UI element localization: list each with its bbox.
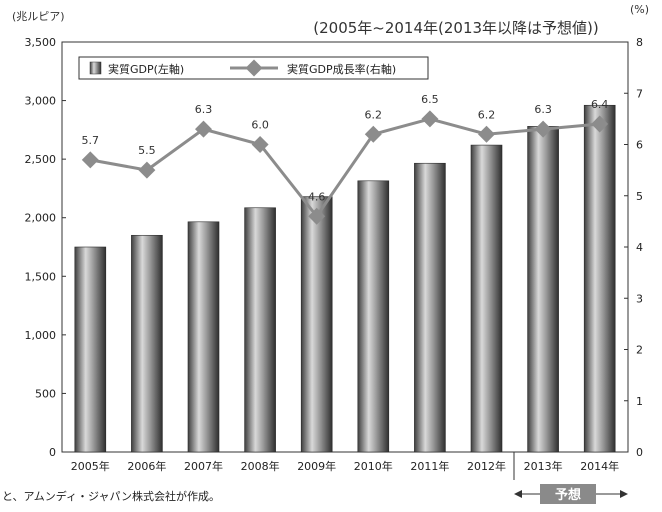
x-axis-ticks: 2005年 2006年 2007年 2008年 2009年 2010年 2011年 2012年… bbox=[71, 459, 619, 473]
line-marker bbox=[81, 151, 99, 169]
bar bbox=[244, 207, 276, 453]
right-tick-label: 3 bbox=[636, 292, 643, 305]
left-axis-unit: (兆ルピア) bbox=[12, 10, 65, 23]
line-data-label: 6.3 bbox=[195, 103, 213, 116]
bar bbox=[357, 180, 390, 453]
bar bbox=[527, 126, 559, 453]
bar bbox=[131, 234, 163, 453]
x-tick-label: 2005年 bbox=[71, 459, 110, 473]
x-tick-label: 2012年 bbox=[467, 459, 506, 473]
left-tick-label: 500 bbox=[35, 387, 56, 400]
x-tick-label: 2011年 bbox=[410, 459, 449, 473]
right-tick-label: 7 bbox=[636, 87, 643, 100]
right-tick-label: 0 bbox=[636, 446, 643, 459]
left-tick-label: 3,500 bbox=[25, 36, 57, 49]
left-tick-label: 1,000 bbox=[25, 329, 57, 342]
source-note: と、アムンディ・ジャパン株式会社が作成。 bbox=[2, 489, 220, 503]
line-marker bbox=[478, 125, 495, 143]
x-tick-label: 2014年 bbox=[580, 459, 619, 473]
line-data-label: 4.6 bbox=[308, 190, 326, 203]
bar bbox=[414, 162, 446, 453]
line-data-label: 6.4 bbox=[591, 98, 609, 111]
line-data-label: 6.0 bbox=[251, 119, 269, 132]
bar bbox=[470, 144, 503, 453]
line-series bbox=[81, 110, 609, 225]
line-data-label: 6.2 bbox=[478, 108, 496, 121]
line-data-label: 5.7 bbox=[82, 134, 100, 147]
bar bbox=[300, 196, 333, 453]
forecast-label: 予想 bbox=[555, 487, 581, 503]
line-marker bbox=[195, 120, 212, 138]
right-tick-label: 2 bbox=[636, 344, 643, 357]
line-marker bbox=[421, 110, 439, 128]
bar-series bbox=[74, 104, 616, 453]
x-tick-label: 2006年 bbox=[127, 459, 166, 473]
right-tick-label: 4 bbox=[636, 241, 643, 254]
left-axis-ticks: 0 500 1,000 1,500 2,000 2,500 3,000 3,500 bbox=[25, 36, 66, 459]
right-tick-label: 1 bbox=[636, 395, 643, 408]
right-tick-label: 8 bbox=[636, 36, 643, 49]
legend-line-label: 実質GDP成長率(右軸) bbox=[287, 62, 396, 76]
x-tick-label: 2008年 bbox=[241, 459, 280, 473]
line-data-label: 6.3 bbox=[534, 103, 552, 116]
right-tick-label: 5 bbox=[636, 190, 643, 203]
forecast-label-box bbox=[540, 484, 596, 504]
line-marker bbox=[308, 207, 326, 225]
line-marker bbox=[138, 161, 156, 179]
forecast-arrow-left bbox=[514, 490, 522, 498]
right-tick-label: 6 bbox=[636, 139, 643, 152]
x-tick-label: 2009年 bbox=[297, 459, 336, 473]
chart-subtitle: (2005年~2014年(2013年以降は予想値)) bbox=[313, 19, 599, 37]
left-tick-label: 1,500 bbox=[25, 270, 57, 283]
bar bbox=[187, 221, 220, 453]
line-data-label: 6.5 bbox=[421, 93, 439, 106]
bar bbox=[74, 246, 107, 453]
right-axis-unit: (%) bbox=[630, 3, 649, 16]
growth-rate-line bbox=[90, 117, 600, 219]
legend: 実質GDP(左軸) 実質GDP成長率(右軸) bbox=[78, 56, 429, 80]
forecast-bracket: 予想 bbox=[513, 452, 628, 504]
left-tick-label: 0 bbox=[49, 446, 56, 459]
line-data-label: 5.5 bbox=[138, 144, 156, 157]
line-marker bbox=[251, 136, 269, 153]
x-tick-label: 2010年 bbox=[354, 459, 393, 473]
line-data-label: 6.2 bbox=[365, 108, 383, 121]
line-data-labels: 5.7 5.5 6.3 6.0 4.6 6.2 6.5 6.2 6.3 6.4 bbox=[82, 93, 609, 203]
legend-bar-label: 実質GDP(左軸) bbox=[108, 62, 184, 76]
left-tick-label: 3,000 bbox=[25, 95, 57, 108]
forecast-arrow-right bbox=[620, 490, 628, 498]
left-tick-label: 2,000 bbox=[25, 212, 57, 225]
line-marker bbox=[534, 120, 552, 138]
right-axis-ticks: 0 1 2 3 4 5 6 7 8 bbox=[624, 36, 643, 459]
bar bbox=[583, 104, 616, 453]
x-tick-label: 2007年 bbox=[184, 459, 223, 473]
line-marker bbox=[591, 115, 609, 133]
line-marker bbox=[364, 125, 382, 143]
left-tick-label: 2,500 bbox=[25, 153, 57, 166]
legend-bar-swatch bbox=[89, 61, 102, 75]
x-tick-label: 2013年 bbox=[524, 459, 563, 473]
